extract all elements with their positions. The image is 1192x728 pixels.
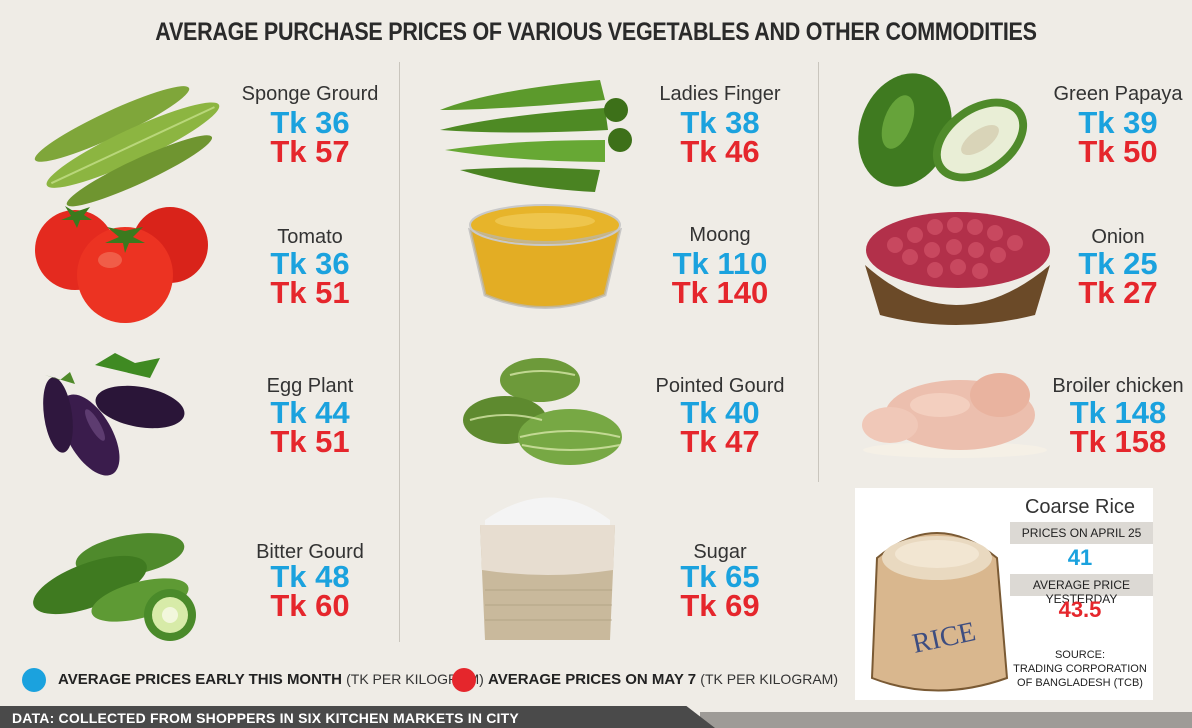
price-may7: Tk 51 <box>270 424 350 459</box>
source-line-3: OF BANGLADESH (TCB) <box>1017 677 1143 689</box>
column-divider-2 <box>818 62 819 482</box>
sponge-gourd-icon <box>34 86 220 207</box>
price-early: Tk 38 <box>680 105 760 140</box>
item-ladies-finger: Ladies Finger Tk 38 Tk 46 <box>430 70 810 220</box>
item-pointed-gourd: Pointed Gourd Tk 40 Tk 47 <box>430 345 810 495</box>
price-may7: Tk 60 <box>270 588 350 623</box>
price-early: Tk 148 <box>1069 395 1167 430</box>
item-sponge-gourd: Sponge Grourd Tk 36 Tk 57 <box>20 70 400 220</box>
legend-may7-text: AVERAGE PRICES ON MAY 7 (TK PER KILOGRAM… <box>488 671 838 688</box>
item-label: Pointed Gourd <box>655 375 785 397</box>
legend-early-unit: (TK PER KILOGRAM) <box>346 671 484 687</box>
item-label: Green Papaya <box>1053 83 1183 105</box>
item-label: Broiler chicken <box>1052 375 1184 397</box>
item-label: Moong <box>689 224 751 246</box>
legend-early-text: AVERAGE PRICES EARLY THIS MONTH (TK PER … <box>58 671 484 688</box>
rice-band-april: PRICES ON APRIL 25 <box>1010 522 1153 544</box>
price-may7: Tk 57 <box>270 134 350 169</box>
red-dot-icon <box>452 668 476 692</box>
item-label: Egg Plant <box>266 375 354 397</box>
lentil-bowl-icon <box>467 204 623 309</box>
legend-may7-unit: (TK PER KILOGRAM) <box>700 671 838 687</box>
source-line-2: TRADING CORPORATION <box>1013 663 1147 675</box>
item-label: Onion <box>1091 226 1145 248</box>
item-egg-plant: Egg Plant Tk 44 Tk 51 <box>20 345 400 495</box>
footer-note: DATA: COLLECTED FROM SHOPPERS IN SIX KIT… <box>0 706 715 728</box>
price-may7: Tk 69 <box>680 588 760 623</box>
item-label: Bitter Gourd <box>256 541 364 563</box>
papaya-icon <box>858 73 1028 187</box>
price-early: Tk 25 <box>1078 246 1158 281</box>
tomato-icon <box>35 206 208 323</box>
price-early: Tk 36 <box>270 246 350 281</box>
footer-band <box>700 712 1192 728</box>
source-note: SOURCE: TRADING CORPORATION OF BANGLADES… <box>1010 648 1150 690</box>
legend-early: AVERAGE PRICES EARLY THIS MONTH (TK PER … <box>22 668 484 692</box>
price-early: Tk 36 <box>270 105 350 140</box>
item-label: Sugar <box>693 541 747 563</box>
source-line-1: SOURCE: <box>1054 649 1106 661</box>
price-may7: Tk 27 <box>1078 275 1158 310</box>
onion-basket-icon <box>865 212 1050 325</box>
item-tomato: Tomato Tk 36 Tk 51 <box>20 195 400 345</box>
price-early: Tk 40 <box>680 395 760 430</box>
coarse-rice-panel: RICE Coarse Rice PRICES ON APRIL 25 41 A… <box>855 488 1153 700</box>
price-may7: Tk 47 <box>680 424 760 459</box>
page-title: AVERAGE PURCHASE PRICES OF VARIOUS VEGET… <box>155 18 1037 46</box>
column-divider-1 <box>399 62 400 642</box>
rice-price-april: 41 <box>1067 545 1093 570</box>
price-early: Tk 44 <box>270 395 350 430</box>
price-early: Tk 110 <box>672 246 768 281</box>
price-may7: Tk 51 <box>270 275 350 310</box>
eggplant-icon <box>43 353 185 476</box>
okra-icon <box>440 80 632 192</box>
price-early: Tk 65 <box>680 559 760 594</box>
item-broiler-chicken: Broiler chicken Tk 148 Tk 158 <box>850 345 1192 495</box>
legend-may7-label: AVERAGE PRICES ON MAY 7 <box>488 671 697 688</box>
item-sugar: Sugar Tk 65 Tk 69 <box>430 480 810 640</box>
price-may7: Tk 50 <box>1078 134 1158 169</box>
bitter-gourd-icon <box>33 533 196 641</box>
price-early: Tk 48 <box>270 559 350 594</box>
rice-sack-icon: RICE <box>870 532 1009 692</box>
sugar-sack-icon <box>480 497 615 640</box>
rice-band-yesterday: AVERAGE PRICE YESTERDAY <box>1010 574 1153 606</box>
item-label: Sponge Grourd <box>241 83 379 105</box>
item-label: Tomato <box>277 226 343 248</box>
price-may7: Tk 46 <box>680 134 760 169</box>
blue-dot-icon <box>22 668 46 692</box>
item-moong: Moong Tk 110 Tk 140 <box>430 195 810 345</box>
price-may7: Tk 158 <box>1069 424 1167 459</box>
rice-title: Coarse Rice <box>1024 496 1136 518</box>
price-may7: Tk 140 <box>671 275 769 310</box>
item-onion: Onion Tk 25 Tk 27 <box>850 195 1192 345</box>
price-early: Tk 39 <box>1078 105 1158 140</box>
pointed-gourd-icon <box>463 358 622 465</box>
item-bitter-gourd: Bitter Gourd Tk 48 Tk 60 <box>20 515 400 665</box>
item-label: Ladies Finger <box>659 83 781 105</box>
item-green-papaya: Green Papaya Tk 39 Tk 50 <box>850 70 1192 220</box>
legend-may7: AVERAGE PRICES ON MAY 7 (TK PER KILOGRAM… <box>452 668 838 692</box>
legend-early-label: AVERAGE PRICES EARLY THIS MONTH <box>58 671 342 688</box>
rice-price-yesterday: 43.5 <box>1058 597 1102 622</box>
chicken-icon <box>862 373 1047 458</box>
